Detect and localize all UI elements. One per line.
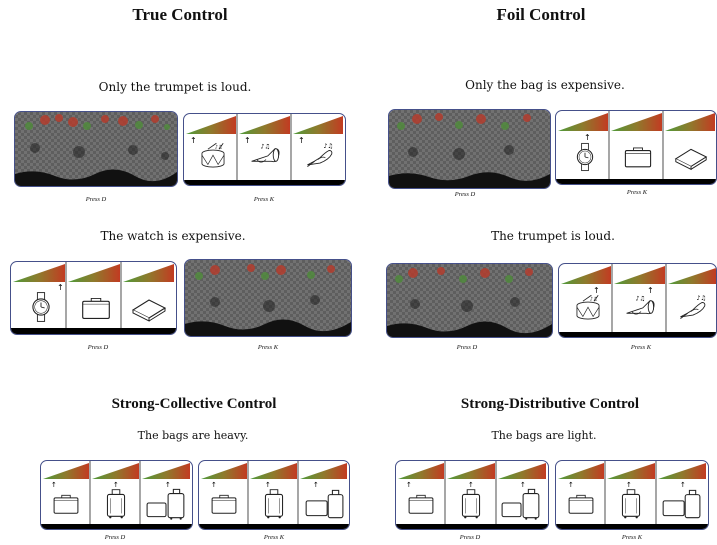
bags-panel-card[interactable]: ↑ ↑ ↑ — [40, 460, 193, 530]
bags-panel: ↑ ↑ ↑ — [556, 461, 708, 529]
press-k-label: Press K — [630, 344, 652, 351]
section-title-strong-distributive-control: Strong-Distributive Control — [460, 396, 640, 412]
noise-scene-image — [387, 264, 552, 337]
press-d-label: Press D — [85, 196, 107, 203]
svg-text:↑: ↑ — [647, 286, 654, 295]
bags-panel-card[interactable]: ↑ ↑ ↑ — [555, 460, 709, 530]
valuables-panel: ↑ — [11, 262, 176, 334]
noise-scene-card[interactable] — [386, 263, 553, 338]
noise-scene-card[interactable] — [14, 111, 178, 187]
press-d-label: Press D — [459, 534, 481, 541]
sentence-true-2: The watch is expensive. — [100, 229, 246, 243]
press-k-label: Press K — [263, 534, 285, 541]
bags-panel: ↑ ↑ ↑ — [396, 461, 548, 529]
noise-scene-image — [15, 112, 177, 186]
svg-text:↑: ↑ — [313, 481, 319, 489]
bags-panel: ↑ ↑ ↑ — [41, 461, 192, 529]
svg-text:↑: ↑ — [568, 481, 574, 489]
valuables-panel-card[interactable]: ↑ — [10, 261, 177, 335]
press-d-label: Press D — [456, 344, 478, 351]
sentence-foil-2: The trumpet is loud. — [491, 229, 615, 243]
noise-scene-card[interactable] — [388, 109, 551, 189]
noise-scene-card[interactable] — [184, 259, 352, 337]
bags-panel-card[interactable]: ↑ ↑ ↑ — [395, 460, 549, 530]
instrument-panel: ↑ ↑ — [559, 264, 716, 337]
sentence-collective: The bags are heavy. — [137, 429, 249, 442]
svg-text:↑: ↑ — [593, 286, 600, 295]
svg-text:↑: ↑ — [57, 283, 64, 292]
sentence-distributive: The bags are light. — [491, 429, 597, 442]
press-k-label: Press K — [621, 534, 643, 541]
instrument-panel-card[interactable]: ↑ ↑ ↑ — [183, 113, 346, 186]
valuables-panel: ↑ — [556, 111, 716, 184]
sentence-foil-1: Only the bag is expensive. — [465, 78, 625, 92]
bags-panel: ↑ ↑ ↑ — [199, 461, 349, 529]
press-d-label: Press D — [454, 191, 476, 198]
noise-scene-image — [185, 260, 351, 336]
svg-text:↑: ↑ — [113, 481, 119, 489]
instrument-panel-card[interactable]: ↑ ↑ — [558, 263, 717, 338]
sentence-true-1: Only the trumpet is loud. — [98, 80, 252, 94]
svg-text:↑: ↑ — [520, 481, 526, 489]
noise-scene-image — [389, 110, 550, 188]
press-k-label: Press K — [626, 189, 648, 196]
svg-text:↑: ↑ — [468, 481, 474, 489]
svg-text:↑: ↑ — [680, 481, 686, 489]
section-title-strong-collective-control: Strong-Collective Control — [111, 396, 277, 412]
press-d-label: Press D — [87, 344, 109, 351]
press-k-label: Press K — [257, 344, 279, 351]
svg-text:↑: ↑ — [51, 481, 57, 489]
bags-panel-card[interactable]: ↑ ↑ ↑ — [198, 460, 350, 530]
svg-text:↑: ↑ — [626, 481, 632, 489]
svg-text:↑: ↑ — [265, 481, 271, 489]
instrument-panel: ↑ ↑ ↑ — [184, 114, 345, 185]
svg-text:↑: ↑ — [298, 136, 305, 145]
svg-text:↑: ↑ — [406, 481, 412, 489]
press-d-label: Press D — [104, 534, 126, 541]
section-title-foil-control: Foil Control — [496, 5, 586, 24]
svg-text:↑: ↑ — [190, 136, 197, 145]
svg-text:↑: ↑ — [165, 481, 171, 489]
section-title-true-control: True Control — [132, 5, 228, 24]
svg-text:↑: ↑ — [584, 133, 591, 142]
valuables-panel-card[interactable]: ↑ — [555, 110, 717, 185]
svg-text:↑: ↑ — [244, 136, 251, 145]
press-k-label: Press K — [253, 196, 275, 203]
svg-text:↑: ↑ — [211, 481, 217, 489]
